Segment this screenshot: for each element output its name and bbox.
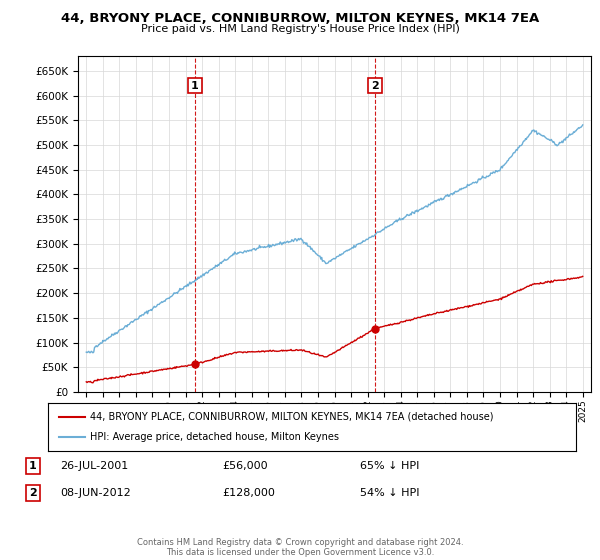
Text: 1: 1: [191, 81, 199, 91]
Text: Contains HM Land Registry data © Crown copyright and database right 2024.
This d: Contains HM Land Registry data © Crown c…: [137, 538, 463, 557]
Text: 65% ↓ HPI: 65% ↓ HPI: [360, 461, 419, 471]
Text: 44, BRYONY PLACE, CONNIBURROW, MILTON KEYNES, MK14 7EA (detached house): 44, BRYONY PLACE, CONNIBURROW, MILTON KE…: [90, 412, 494, 422]
Text: Price paid vs. HM Land Registry's House Price Index (HPI): Price paid vs. HM Land Registry's House …: [140, 24, 460, 34]
Text: £128,000: £128,000: [222, 488, 275, 498]
Text: 44, BRYONY PLACE, CONNIBURROW, MILTON KEYNES, MK14 7EA: 44, BRYONY PLACE, CONNIBURROW, MILTON KE…: [61, 12, 539, 25]
Text: £56,000: £56,000: [222, 461, 268, 471]
Text: 08-JUN-2012: 08-JUN-2012: [60, 488, 131, 498]
Text: 26-JUL-2001: 26-JUL-2001: [60, 461, 128, 471]
Text: 2: 2: [371, 81, 379, 91]
Text: HPI: Average price, detached house, Milton Keynes: HPI: Average price, detached house, Milt…: [90, 432, 339, 442]
Text: 54% ↓ HPI: 54% ↓ HPI: [360, 488, 419, 498]
Text: 2: 2: [29, 488, 37, 498]
Text: 1: 1: [29, 461, 37, 471]
